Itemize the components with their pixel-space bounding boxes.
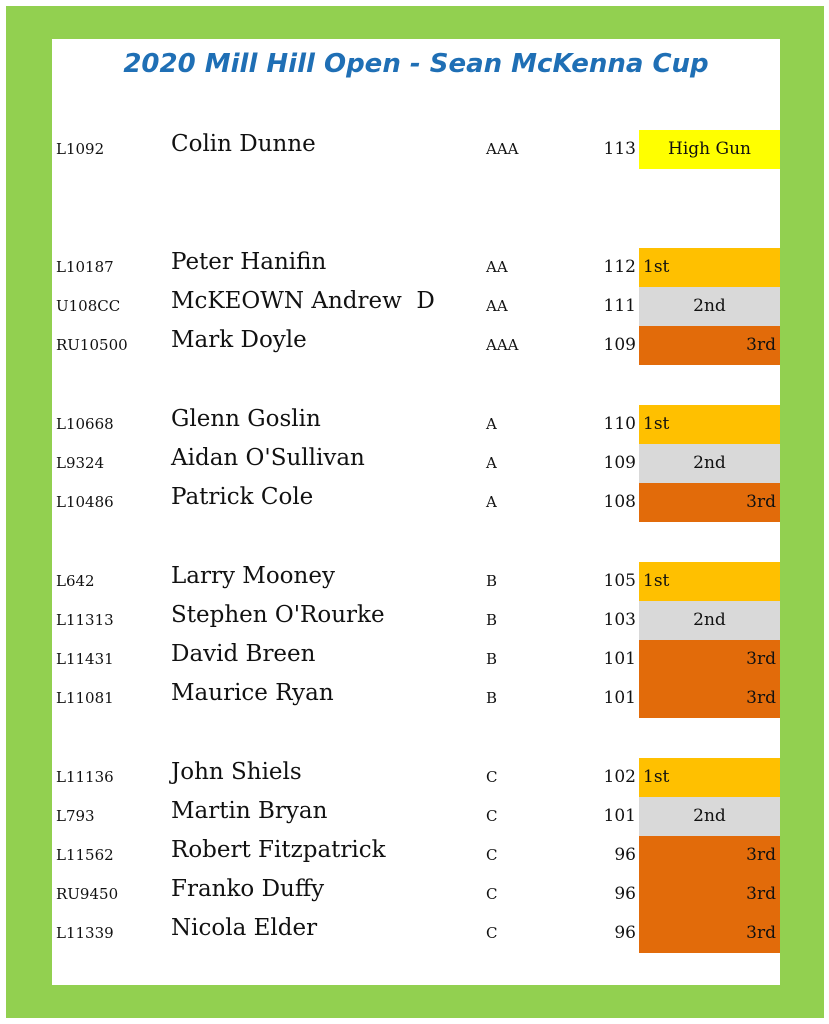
award-badge: 2nd	[639, 601, 780, 640]
shooter-id: L11431	[56, 650, 114, 668]
award-badge: 2nd	[639, 797, 780, 836]
shooter-name: McKEOWN Andrew D	[171, 288, 435, 314]
award-badge: 2nd	[639, 287, 780, 326]
shooter-name: Aidan O'Sullivan	[171, 445, 365, 471]
shooter-class: C	[486, 846, 498, 864]
result-row: L11339 Nicola Elder C 96 3rd	[52, 914, 780, 953]
result-row: L11562 Robert Fitzpatrick C 96 3rd	[52, 836, 780, 875]
shooter-class: AA	[486, 258, 508, 276]
shooter-score: 101	[603, 806, 636, 826]
shooter-id: L642	[56, 572, 95, 590]
shooter-id: L11136	[56, 768, 114, 786]
page-title: 2020 Mill Hill Open - Sean McKenna Cup	[123, 49, 709, 79]
results-sheet: 2020 Mill Hill Open - Sean McKenna Cup L…	[52, 39, 780, 985]
award-badge: 1st	[639, 405, 780, 444]
award-badge: 3rd	[639, 875, 780, 914]
award-badge: 1st	[639, 562, 780, 601]
award-badge: 3rd	[639, 914, 780, 953]
shooter-class: B	[486, 689, 498, 707]
shooter-name: Martin Bryan	[171, 798, 328, 824]
shooter-score: 105	[603, 571, 636, 591]
award-badge: 3rd	[639, 679, 780, 718]
shooter-score: 96	[614, 923, 636, 943]
shooter-class: B	[486, 650, 498, 668]
shooter-class: A	[486, 493, 497, 511]
shooter-id: L9324	[56, 454, 105, 472]
shooter-score: 112	[603, 257, 636, 277]
shooter-name: David Breen	[171, 641, 316, 667]
award-badge: 1st	[639, 248, 780, 287]
result-row: L11081 Maurice Ryan B 101 3rd	[52, 679, 780, 718]
shooter-id: L10668	[56, 415, 114, 433]
shooter-id: L11081	[56, 689, 114, 707]
award-badge: High Gun	[639, 130, 780, 169]
shooter-class: A	[486, 454, 497, 472]
shooter-class: AAA	[486, 336, 519, 354]
shooter-id: L1092	[56, 140, 105, 158]
result-row: RU10500 Mark Doyle AAA 109 3rd	[52, 326, 780, 365]
shooter-name: Peter Hanifin	[171, 249, 327, 275]
shooter-score: 109	[603, 335, 636, 355]
shooter-name: Larry Mooney	[171, 563, 335, 589]
shooter-name: Franko Duffy	[171, 876, 325, 902]
shooter-id: L11339	[56, 924, 114, 942]
result-row: L9324 Aidan O'Sullivan A 109 2nd	[52, 444, 780, 483]
shooter-score: 101	[603, 649, 636, 669]
result-row: L11136 John Shiels C 102 1st	[52, 758, 780, 797]
shooter-score: 103	[603, 610, 636, 630]
shooter-name: John Shiels	[171, 759, 302, 785]
result-row: L10668 Glenn Goslin A 110 1st	[52, 405, 780, 444]
shooter-name: Glenn Goslin	[171, 406, 321, 432]
award-badge: 1st	[639, 758, 780, 797]
shooter-id: RU9450	[56, 885, 119, 903]
shooter-name: Nicola Elder	[171, 915, 318, 941]
shooter-name: Stephen O'Rourke	[171, 602, 385, 628]
result-row: L642 Larry Mooney B 105 1st	[52, 562, 780, 601]
shooter-score: 111	[603, 296, 636, 316]
shooter-class: C	[486, 768, 498, 786]
shooter-score: 101	[603, 688, 636, 708]
shooter-class: A	[486, 415, 497, 433]
shooter-class: C	[486, 807, 498, 825]
shooter-score: 96	[614, 845, 636, 865]
shooter-class: AA	[486, 297, 508, 315]
award-badge: 3rd	[639, 483, 780, 522]
award-badge: 3rd	[639, 640, 780, 679]
award-badge: 3rd	[639, 836, 780, 875]
result-row: L10486 Patrick Cole A 108 3rd	[52, 483, 780, 522]
result-row: L11313 Stephen O'Rourke B 103 2nd	[52, 601, 780, 640]
shooter-name: Colin Dunne	[171, 131, 316, 157]
shooter-score: 109	[603, 453, 636, 473]
shooter-score: 108	[603, 492, 636, 512]
result-row: U108CC McKEOWN Andrew D AA 111 2nd	[52, 287, 780, 326]
result-row: RU9450 Franko Duffy C 96 3rd	[52, 875, 780, 914]
shooter-id: L11562	[56, 846, 114, 864]
shooter-score: 102	[603, 767, 636, 787]
result-row: L11431 David Breen B 101 3rd	[52, 640, 780, 679]
shooter-class: B	[486, 572, 498, 590]
shooter-class: C	[486, 924, 498, 942]
result-row: L793 Martin Bryan C 101 2nd	[52, 797, 780, 836]
award-badge: 2nd	[639, 444, 780, 483]
result-row: L10187 Peter Hanifin AA 112 1st	[52, 248, 780, 287]
shooter-id: RU10500	[56, 336, 128, 354]
shooter-score: 96	[614, 884, 636, 904]
shooter-class: B	[486, 611, 498, 629]
shooter-id: L793	[56, 807, 95, 825]
shooter-id: L10486	[56, 493, 114, 511]
shooter-id: L10187	[56, 258, 114, 276]
shooter-name: Robert Fitzpatrick	[171, 837, 386, 863]
shooter-id: L11313	[56, 611, 114, 629]
result-row: L1092 Colin Dunne AAA 113 High Gun	[52, 130, 780, 169]
shooter-id: U108CC	[56, 297, 121, 315]
shooter-class: AAA	[486, 140, 519, 158]
award-badge: 3rd	[639, 326, 780, 365]
shooter-score: 113	[603, 139, 636, 159]
shooter-score: 110	[603, 414, 636, 434]
shooter-name: Maurice Ryan	[171, 680, 334, 706]
shooter-name: Patrick Cole	[171, 484, 314, 510]
shooter-class: C	[486, 885, 498, 903]
shooter-name: Mark Doyle	[171, 327, 307, 353]
